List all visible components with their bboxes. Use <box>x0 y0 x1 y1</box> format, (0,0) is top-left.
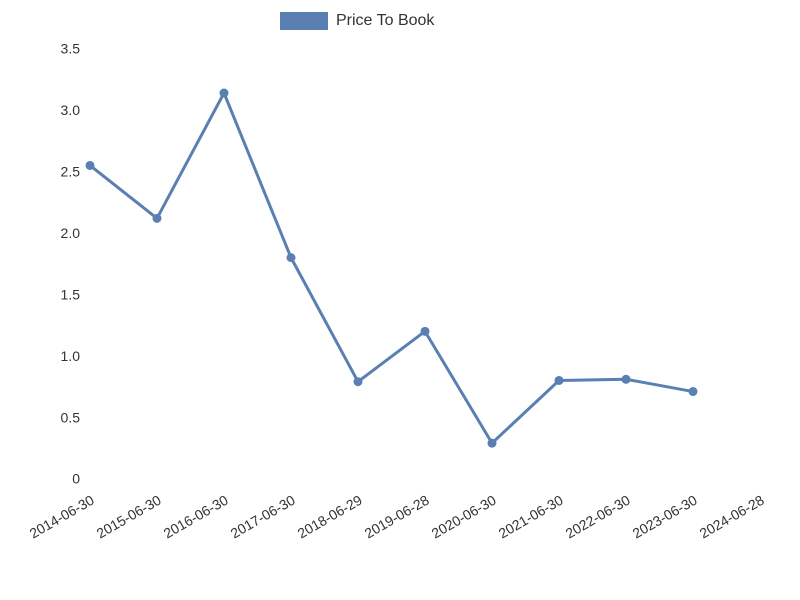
y-tick-label: 3.0 <box>61 102 81 118</box>
y-tick-label: 0.5 <box>61 409 81 425</box>
y-tick-label: 1.0 <box>61 348 81 364</box>
y-tick-label: 1.5 <box>61 286 81 302</box>
data-point <box>287 253 296 262</box>
data-point <box>153 214 162 223</box>
y-tick-label: 2.5 <box>61 164 81 180</box>
data-point <box>86 161 95 170</box>
data-point <box>555 376 564 385</box>
data-point <box>220 89 229 98</box>
y-tick-label: 3.5 <box>61 41 81 57</box>
line-chart: 00.51.01.52.02.53.03.52014-06-302015-06-… <box>0 0 800 600</box>
data-point <box>622 375 631 384</box>
data-point <box>689 387 698 396</box>
legend-label: Price To Book <box>336 12 435 29</box>
data-point <box>488 439 497 448</box>
data-point <box>354 377 363 386</box>
data-point <box>421 327 430 336</box>
legend-swatch <box>280 12 328 30</box>
chart-svg: 00.51.01.52.02.53.03.52014-06-302015-06-… <box>0 0 800 600</box>
y-tick-label: 2.0 <box>61 225 81 241</box>
y-tick-label: 0 <box>72 471 80 487</box>
